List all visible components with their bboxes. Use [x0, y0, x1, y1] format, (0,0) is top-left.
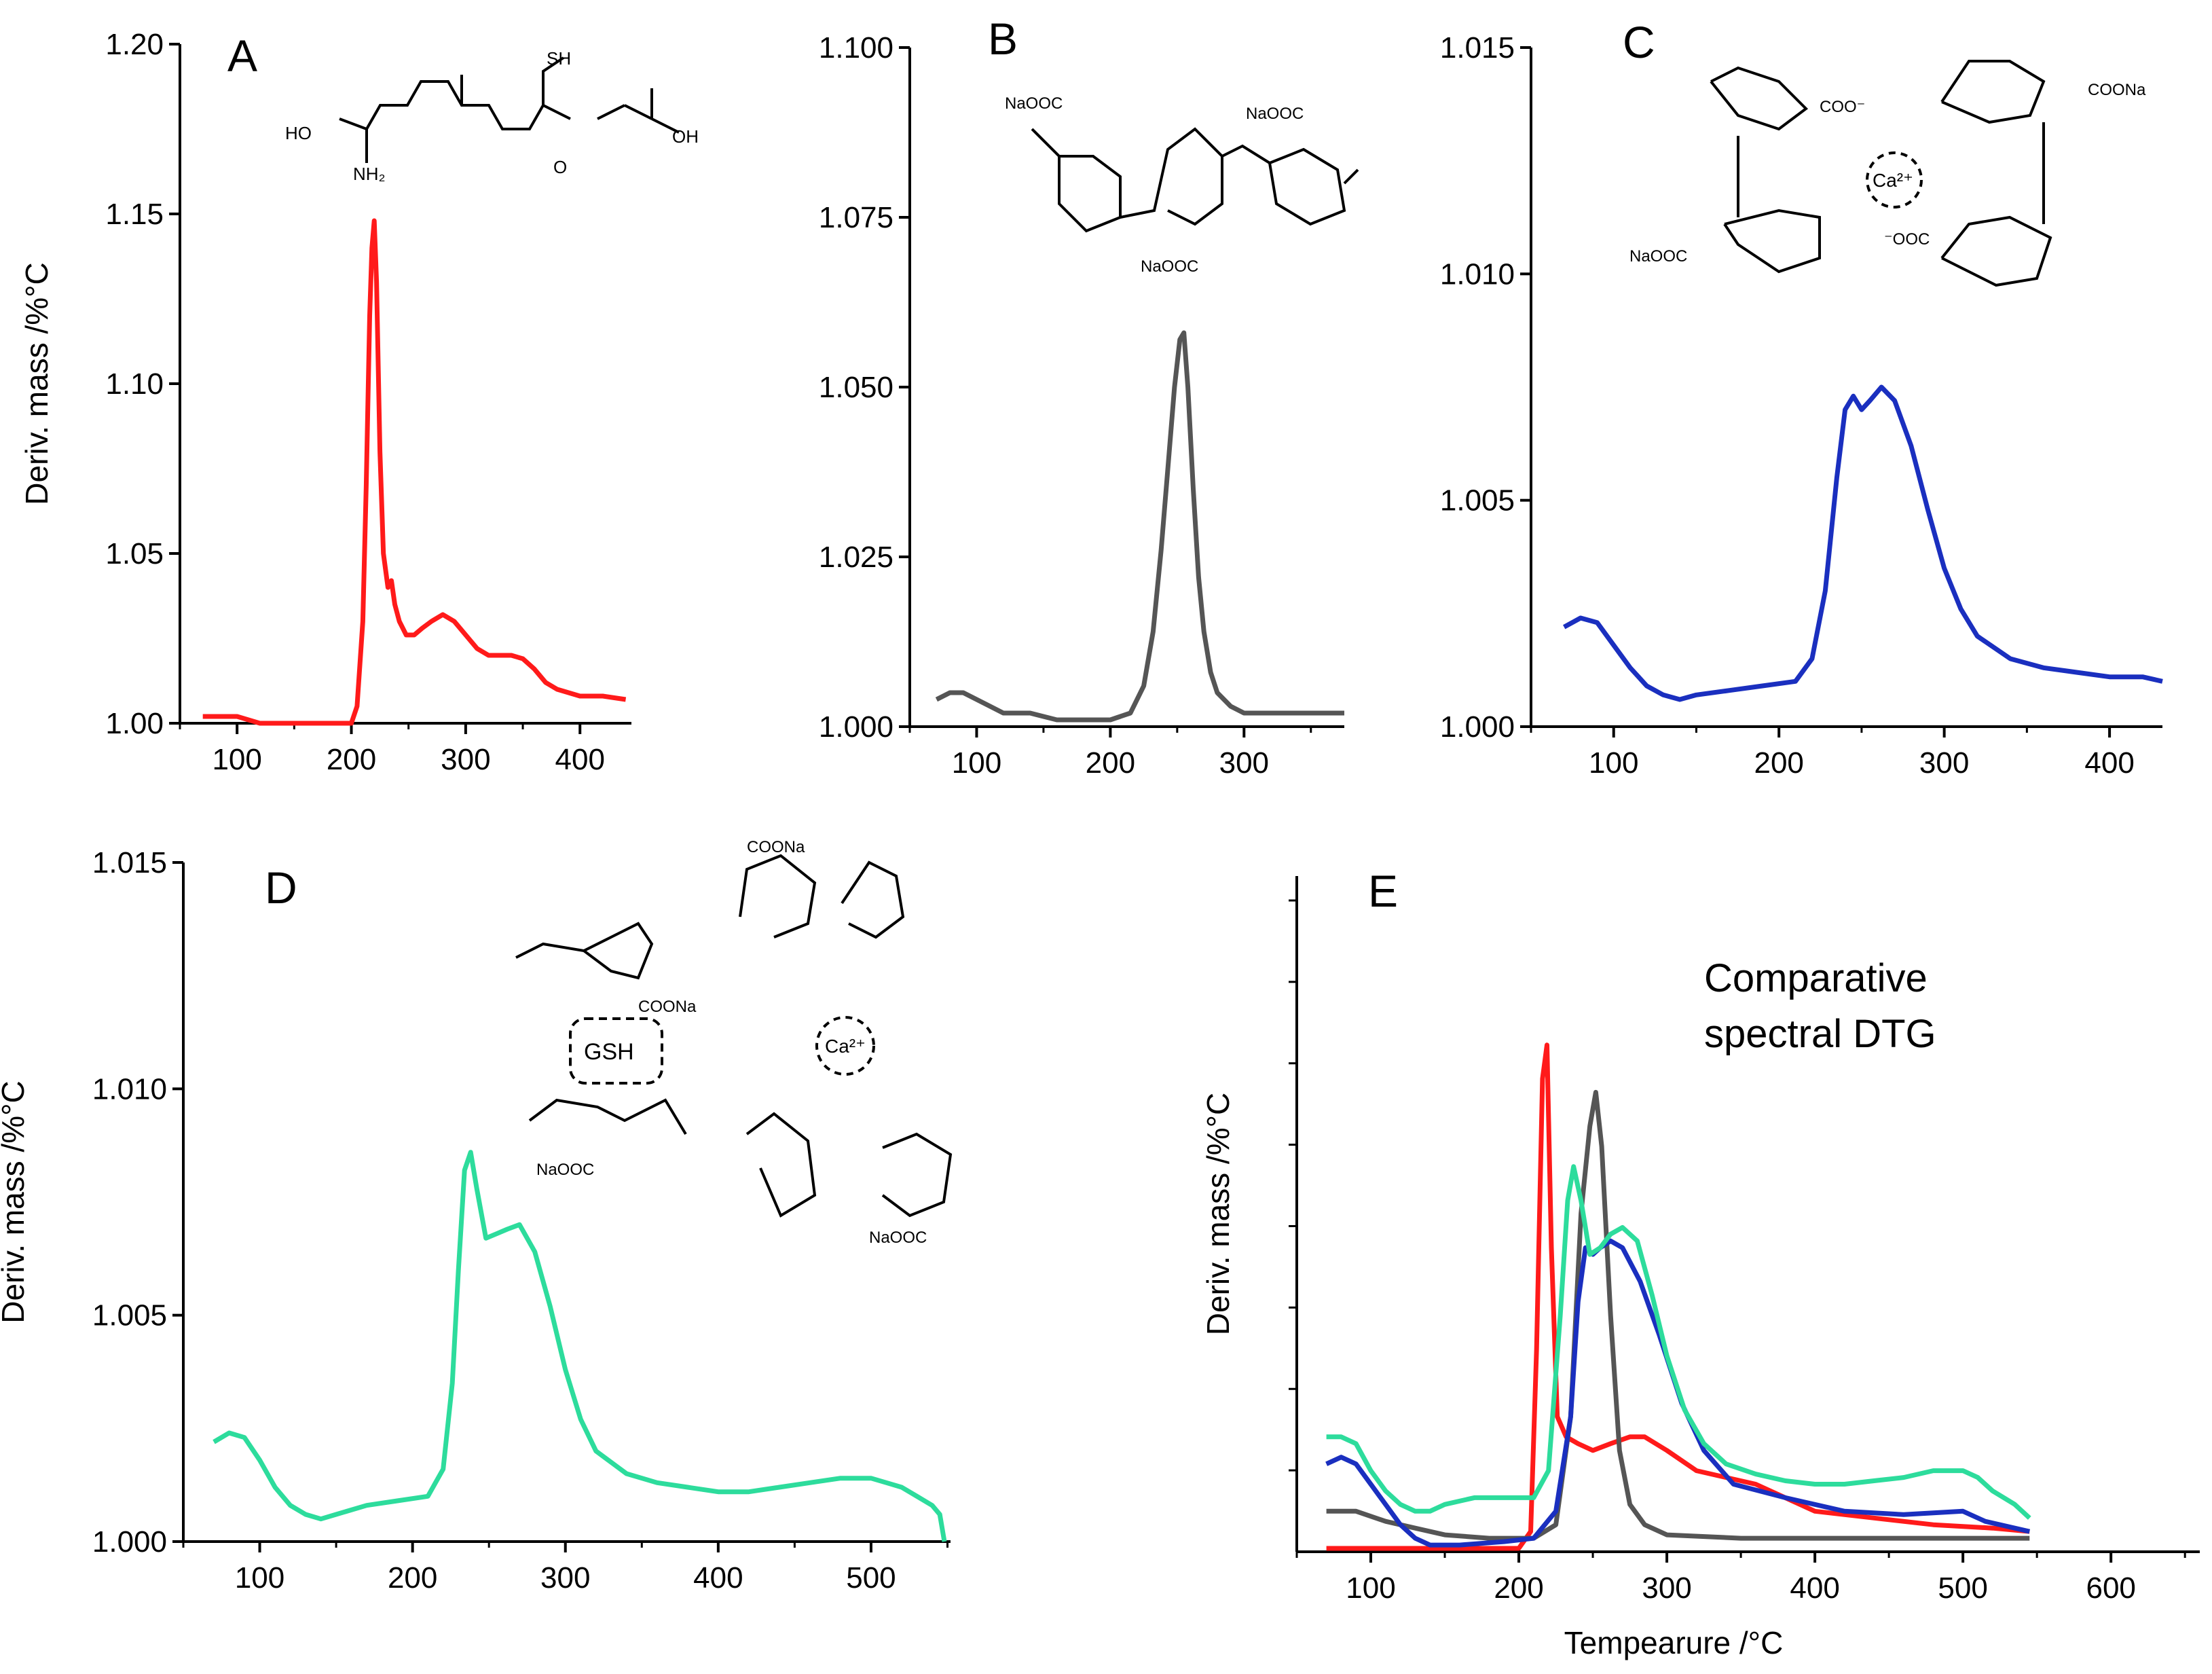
x-tick-label: 100: [212, 743, 261, 776]
structure-calcium-alginate: [1710, 60, 2052, 287]
structure-label-d: NaOOC: [869, 1229, 927, 1247]
structure-label-b: NaOOC: [1005, 94, 1063, 113]
y-tick-label: 1.15: [105, 198, 164, 231]
series-line-gsh: [202, 218, 627, 726]
x-tick-label: 400: [2084, 746, 2134, 780]
x-tick-label: 100: [235, 1561, 284, 1595]
structure-label-a: NH₂: [353, 164, 386, 184]
x-tick-label: 600: [2086, 1571, 2135, 1605]
panel-label-c: C: [1623, 17, 1655, 67]
structure-label-d: NaOOC: [536, 1161, 594, 1179]
x-tick-label: 300: [1642, 1571, 1691, 1605]
structure-label-c: COO⁻: [1820, 98, 1865, 116]
y-tick-label: 1.20: [105, 28, 164, 61]
structure-label-c: NaOOC: [1629, 247, 1687, 266]
x-tick-label: 400: [555, 743, 605, 776]
panel-label-e: E: [1368, 866, 1398, 916]
panel-d: 100 200 300 400 500 1.000 1.005 1.010 1.015 Deriv…: [0, 846, 951, 1595]
structure-gsh-calcium-alginate: [515, 854, 953, 1218]
y-tick-label: 1.000: [92, 1525, 167, 1559]
y-tick-label: 1.015: [1440, 31, 1515, 65]
structure-label-a: OH: [672, 126, 699, 147]
x-axis-label: Tempearure /°C: [1564, 1625, 1784, 1660]
y-tick-label: 1.010: [92, 1072, 167, 1106]
panel-e-title: Comparative spectral DTG: [1704, 956, 1938, 1056]
structure-label-c: ⁻OOC: [1884, 230, 1930, 249]
x-tick-label: 300: [441, 743, 490, 776]
structure-gsh: [339, 56, 680, 163]
y-tick-label: 1.10: [105, 367, 164, 401]
structure-label-d: GSH: [584, 1039, 634, 1065]
y-tick-label: 1.000: [819, 710, 893, 744]
structure-label-c: COONa: [2088, 81, 2146, 99]
structure-label-b: NaOOC: [1141, 257, 1198, 276]
y-tick-label: 1.100: [819, 31, 893, 65]
x-tick-label: 300: [540, 1561, 590, 1595]
x-tick-label: 200: [1086, 746, 1135, 780]
y-tick-label: 1.000: [1440, 710, 1515, 744]
structure-label-d: COONa: [638, 998, 697, 1016]
structure-labels: SH HO O NH₂ OH NaOOC NaOOC NaOOC COO⁻ CO…: [285, 48, 2146, 1247]
panel-label-a: A: [227, 31, 257, 81]
structure-label-d: Ca²⁺: [825, 1036, 866, 1057]
panel-a: 100 200 300 400 1.00 1.05 1.10 1.15 1.20 Deriv. m…: [19, 28, 631, 776]
panel-label-d: D: [265, 862, 297, 913]
series-line-gsh-loaded-calcium-alginate: [213, 1150, 947, 1542]
panel-c: 100 200 300 400 1.000 1.005 1.010 1.015: [1440, 31, 2163, 780]
x-tick-label: 200: [1494, 1571, 1543, 1605]
y-tick-label: 1.010: [1440, 257, 1515, 291]
structure-label-a: SH: [547, 48, 571, 69]
structure-sodium-alginate: [1031, 127, 1359, 233]
x-tick-label: 200: [1754, 746, 1803, 780]
y-tick-label: 1.050: [819, 371, 893, 404]
panel-b: 100 200 300 1.000 1.025 1.050 1.075 1.100: [819, 31, 1344, 780]
x-tick-label: 200: [327, 743, 376, 776]
series-line-sodium-alginate: [935, 330, 1344, 723]
x-tick-label: 300: [1219, 746, 1269, 780]
y-tick-label: 1.05: [105, 537, 164, 570]
panel-labels: A B C D E: [227, 14, 1655, 916]
x-tick-label: 100: [1346, 1571, 1395, 1605]
x-tick-label: 100: [952, 746, 1001, 780]
y-axis-label: Deriv. mass /%°C: [0, 1080, 31, 1323]
x-tick-label: 300: [1919, 746, 1969, 780]
y-tick-label: 1.015: [92, 846, 167, 879]
structure-label-a: O: [553, 157, 567, 177]
structure-label-c: Ca²⁺: [1873, 170, 1913, 191]
series-line-a: [1326, 1042, 2030, 1551]
y-tick-label: 1.005: [92, 1299, 167, 1332]
series-line-d: [1326, 1164, 2031, 1520]
y-tick-label: 1.075: [819, 201, 893, 234]
structure-label-b: NaOOC: [1246, 105, 1304, 123]
structure-label-a: HO: [285, 123, 312, 143]
x-tick-label: 500: [1938, 1571, 1987, 1605]
x-tick-label: 400: [1790, 1571, 1839, 1605]
x-tick-label: 200: [388, 1561, 437, 1595]
y-axis-label: Deriv. mass /%°C: [1200, 1093, 1236, 1335]
y-tick-label: 1.00: [105, 707, 164, 740]
y-axis-label: Deriv. mass /%°C: [19, 262, 54, 505]
y-tick-label: 1.005: [1440, 484, 1515, 517]
panel-label-b: B: [988, 14, 1018, 64]
x-tick-label: 500: [846, 1561, 896, 1595]
series-line-calcium-alginate: [1563, 384, 2163, 702]
x-tick-label: 400: [693, 1561, 743, 1595]
y-tick-label: 1.025: [819, 541, 893, 574]
panel-e: 100 200 300 400 500 600 Deriv. mass /%°C Tempea…: [1200, 876, 2200, 1660]
series-line-b: [1326, 1089, 2030, 1541]
x-tick-label: 100: [1589, 746, 1638, 780]
structure-label-d: COONa: [747, 838, 805, 856]
